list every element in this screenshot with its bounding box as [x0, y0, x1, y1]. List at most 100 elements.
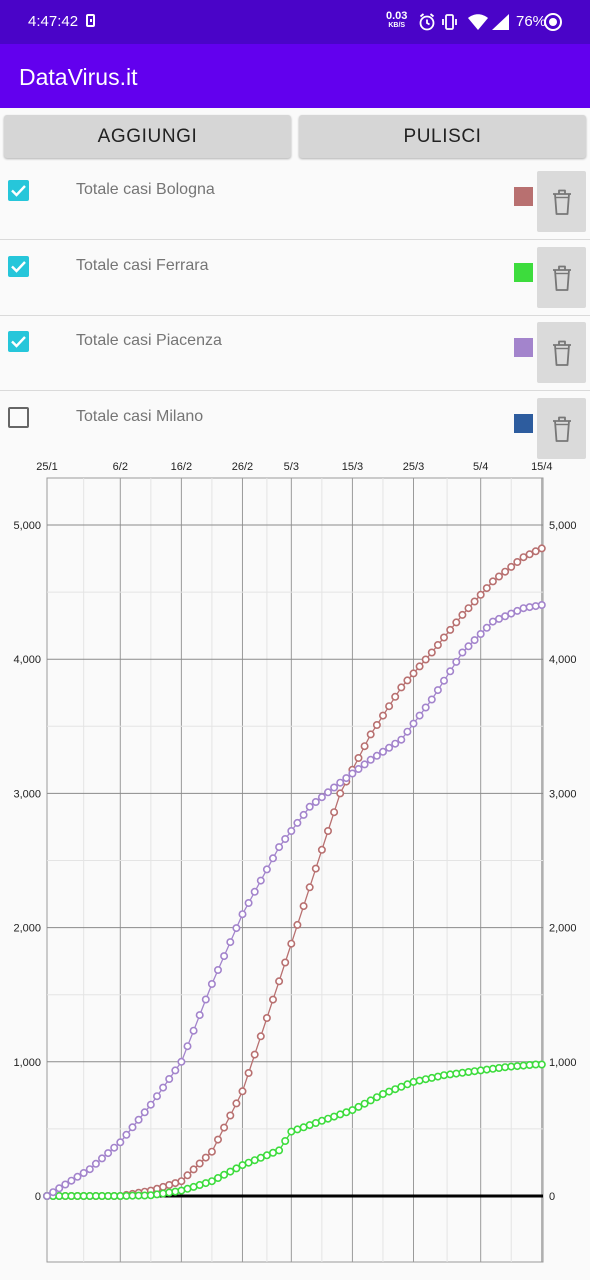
data-point — [294, 922, 300, 928]
delete-series-button[interactable] — [537, 247, 586, 308]
data-point — [416, 712, 422, 718]
data-point — [539, 602, 545, 608]
series-color-swatch — [514, 414, 533, 433]
data-point — [270, 996, 276, 1002]
data-point — [233, 1100, 239, 1106]
add-button[interactable]: AGGIUNGI — [4, 115, 291, 158]
x-tick-label: 15/3 — [342, 461, 363, 473]
data-point — [233, 1165, 239, 1171]
data-point — [319, 847, 325, 853]
data-point — [56, 1185, 62, 1191]
data-point — [361, 743, 367, 749]
data-point — [514, 559, 520, 565]
data-point — [258, 1033, 264, 1039]
data-point — [184, 1043, 190, 1049]
data-point — [539, 545, 545, 551]
data-point — [178, 1059, 184, 1065]
data-point — [245, 1070, 251, 1076]
data-point — [429, 649, 435, 655]
y-tick-label-left: 2,000 — [13, 923, 41, 935]
x-tick-label: 16/2 — [171, 461, 192, 473]
series-label: Totale casi Bologna — [76, 181, 215, 199]
data-point — [215, 1136, 221, 1142]
data-point — [465, 643, 471, 649]
data-point — [380, 749, 386, 755]
data-point — [135, 1117, 141, 1123]
line-chart[interactable]: 25/1 6/2 16/2 26/2 5/3 15/3 25/3 5/4 15/4 0 0 1,000… — [0, 450, 590, 1280]
status-bar: 4:47:42 0.03 KB/S 76% — [0, 0, 590, 44]
data-point — [343, 775, 349, 781]
data-point — [398, 684, 404, 690]
series-checkbox[interactable] — [8, 331, 29, 352]
status-time: 4:47:42 — [28, 13, 78, 30]
data-point — [197, 1012, 203, 1018]
data-point — [300, 812, 306, 818]
data-point — [325, 789, 331, 795]
x-tick-label: 25/3 — [403, 461, 424, 473]
row-divider — [0, 239, 590, 240]
data-point — [282, 959, 288, 965]
data-point — [404, 677, 410, 683]
data-point — [190, 1028, 196, 1034]
row-divider — [0, 390, 590, 391]
data-point — [337, 780, 343, 786]
data-point — [203, 1154, 209, 1160]
delete-series-button[interactable] — [537, 322, 586, 383]
series-checkbox[interactable] — [8, 180, 29, 201]
y-tick-label-right: 1,000 — [549, 1057, 577, 1069]
series-color-swatch — [514, 187, 533, 206]
data-point — [282, 1138, 288, 1144]
app-bar: DataVirus.it — [0, 44, 590, 108]
battery-saver-icon — [544, 13, 562, 31]
data-point — [410, 670, 416, 676]
data-point — [392, 741, 398, 747]
series-label: Totale casi Ferrara — [76, 257, 209, 275]
data-point — [172, 1067, 178, 1073]
series-checkbox[interactable] — [8, 407, 29, 428]
data-point — [374, 753, 380, 759]
data-point — [416, 663, 422, 669]
data-point — [368, 757, 374, 763]
x-tick-label: 5/4 — [473, 461, 488, 473]
data-point — [276, 1147, 282, 1153]
data-point — [142, 1109, 148, 1115]
data-point — [233, 925, 239, 931]
data-point — [62, 1181, 68, 1187]
data-point — [539, 1061, 545, 1067]
data-point — [111, 1145, 117, 1151]
data-point — [392, 694, 398, 700]
data-point — [307, 804, 313, 810]
data-point — [520, 605, 526, 611]
data-point — [490, 578, 496, 584]
data-point — [361, 1101, 367, 1107]
data-point — [166, 1076, 172, 1082]
signal-icon — [492, 14, 509, 30]
data-point — [337, 790, 343, 796]
series-color-swatch — [514, 263, 533, 282]
data-point — [368, 731, 374, 737]
data-point — [288, 941, 294, 947]
checkmark-icon — [10, 334, 27, 349]
data-point — [331, 809, 337, 815]
data-point — [441, 634, 447, 640]
vibrate-icon — [443, 15, 456, 29]
series-row-piacenza: Totale casi Piacenza — [0, 316, 590, 391]
trash-icon — [550, 338, 574, 367]
data-point — [300, 903, 306, 909]
app-title: DataVirus.it — [19, 64, 137, 91]
data-point — [313, 865, 319, 871]
battery-level: 76% — [516, 13, 546, 30]
data-point — [380, 712, 386, 718]
delete-series-button[interactable] — [537, 171, 586, 232]
series-checkbox[interactable] — [8, 256, 29, 277]
series-label: Totale casi Piacenza — [76, 332, 222, 350]
data-point — [386, 703, 392, 709]
y-tick-label-left: 3,000 — [13, 788, 41, 800]
data-point — [288, 828, 294, 834]
trash-icon — [550, 414, 574, 443]
data-point — [184, 1172, 190, 1178]
y-tick-label-right: 3,000 — [549, 788, 577, 800]
data-point — [447, 668, 453, 674]
data-point — [423, 656, 429, 662]
clear-button[interactable]: PULISCI — [299, 115, 586, 158]
